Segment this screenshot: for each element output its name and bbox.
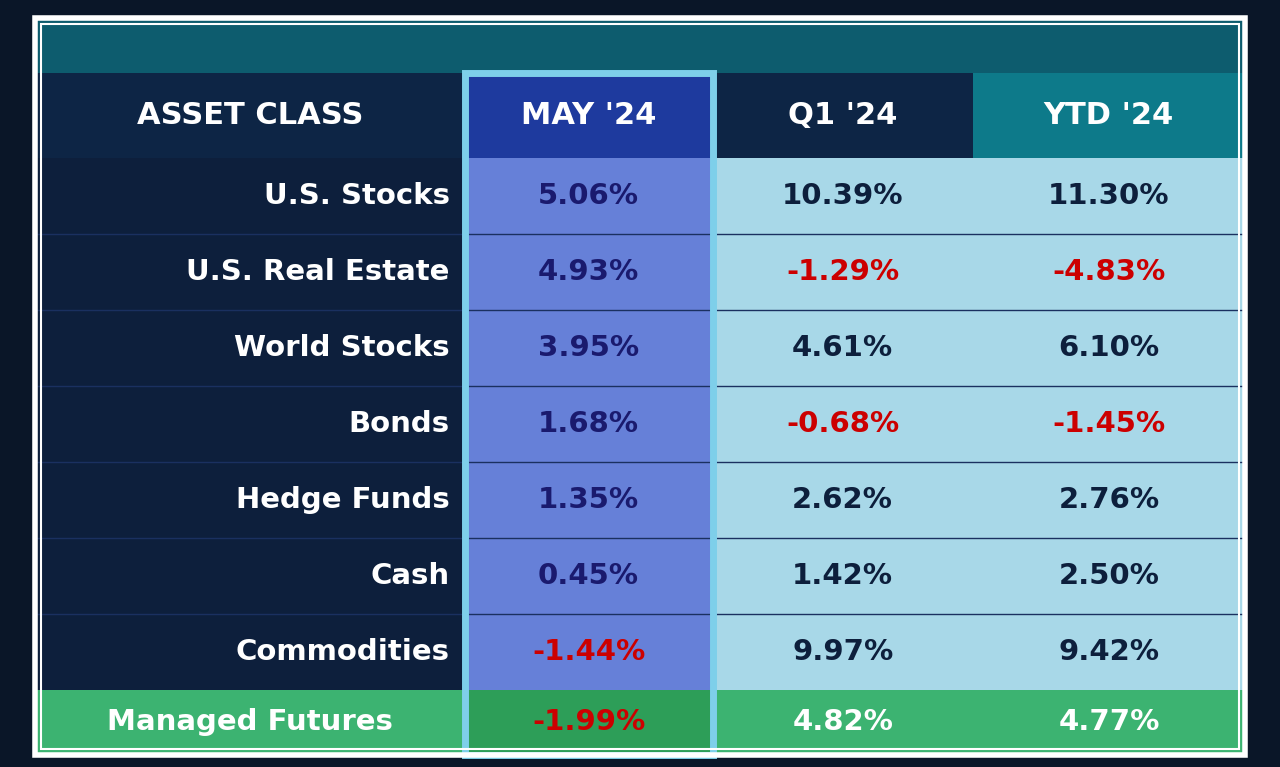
Bar <box>713 462 973 538</box>
Text: Hedge Funds: Hedge Funds <box>236 486 449 514</box>
Bar <box>465 73 713 755</box>
Bar <box>713 538 973 614</box>
Text: 1.35%: 1.35% <box>538 486 639 514</box>
Text: Commodities: Commodities <box>236 638 449 666</box>
Bar <box>973 386 1245 462</box>
Text: 4.93%: 4.93% <box>538 258 639 286</box>
Text: Q1 '24: Q1 '24 <box>788 101 897 130</box>
Text: 1.42%: 1.42% <box>792 562 893 590</box>
Bar <box>465 386 713 462</box>
Bar <box>465 614 713 690</box>
Bar <box>973 158 1245 234</box>
Text: U.S. Stocks: U.S. Stocks <box>264 182 449 210</box>
Bar <box>973 73 1245 158</box>
Text: 4.77%: 4.77% <box>1059 709 1160 736</box>
Bar <box>713 158 973 234</box>
Text: -1.44%: -1.44% <box>532 638 645 666</box>
Bar <box>465 234 713 310</box>
Bar <box>713 234 973 310</box>
Text: 3.95%: 3.95% <box>538 334 639 362</box>
Text: ASSET CLASS: ASSET CLASS <box>137 101 364 130</box>
Bar <box>35 614 465 690</box>
Text: 9.97%: 9.97% <box>792 638 893 666</box>
Bar <box>465 462 713 538</box>
Text: 4.82%: 4.82% <box>792 709 893 736</box>
Bar <box>973 462 1245 538</box>
Text: -0.68%: -0.68% <box>786 410 900 438</box>
Bar <box>973 310 1245 386</box>
Text: 6.10%: 6.10% <box>1059 334 1160 362</box>
Bar <box>35 462 465 538</box>
Bar <box>35 73 465 158</box>
Text: 11.30%: 11.30% <box>1048 182 1170 210</box>
Text: 0.45%: 0.45% <box>538 562 639 590</box>
Text: Managed Futures: Managed Futures <box>106 709 393 736</box>
Bar <box>713 310 973 386</box>
Bar <box>35 538 465 614</box>
Bar <box>35 234 465 310</box>
Text: 2.50%: 2.50% <box>1059 562 1160 590</box>
Text: Cash: Cash <box>370 562 449 590</box>
Text: World Stocks: World Stocks <box>234 334 449 362</box>
Text: 10.39%: 10.39% <box>782 182 904 210</box>
Text: -1.29%: -1.29% <box>786 258 900 286</box>
Text: Bonds: Bonds <box>348 410 449 438</box>
Bar <box>713 386 973 462</box>
Bar <box>713 690 973 755</box>
Bar <box>973 234 1245 310</box>
Text: U.S. Real Estate: U.S. Real Estate <box>186 258 449 286</box>
Text: 9.42%: 9.42% <box>1059 638 1160 666</box>
Text: MAY '24: MAY '24 <box>521 101 657 130</box>
Bar <box>35 690 465 755</box>
Text: -1.99%: -1.99% <box>532 709 645 736</box>
Text: 4.61%: 4.61% <box>792 334 893 362</box>
Text: 2.62%: 2.62% <box>792 486 893 514</box>
Bar <box>35 386 465 462</box>
Bar <box>35 18 1245 73</box>
Bar <box>35 310 465 386</box>
Bar <box>465 73 713 158</box>
Text: YTD '24: YTD '24 <box>1043 101 1174 130</box>
Bar <box>35 158 465 234</box>
Bar <box>465 690 713 755</box>
Bar <box>973 614 1245 690</box>
Bar <box>973 538 1245 614</box>
Bar <box>465 158 713 234</box>
Bar <box>465 538 713 614</box>
Text: 2.76%: 2.76% <box>1059 486 1160 514</box>
Bar <box>465 310 713 386</box>
Text: 1.68%: 1.68% <box>538 410 639 438</box>
Bar <box>973 690 1245 755</box>
Bar <box>713 73 973 158</box>
Text: -1.45%: -1.45% <box>1052 410 1165 438</box>
Text: -4.83%: -4.83% <box>1052 258 1166 286</box>
Bar <box>713 614 973 690</box>
Text: 5.06%: 5.06% <box>538 182 639 210</box>
